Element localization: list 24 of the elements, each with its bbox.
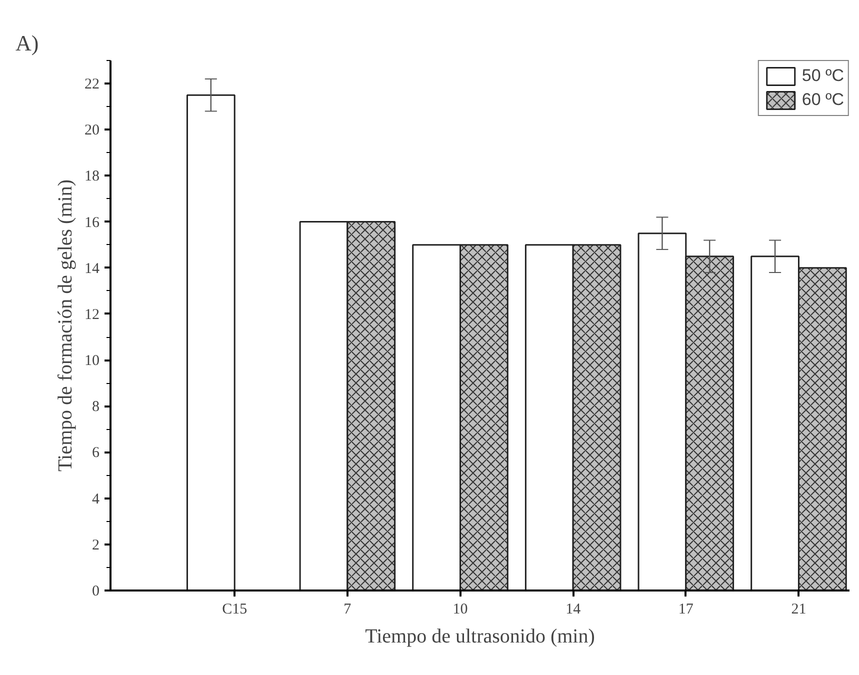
x-tick-label: 21 <box>791 602 806 618</box>
x-tick-label: 7 <box>344 602 352 618</box>
y-tick-label: 12 <box>84 306 100 323</box>
x-tick-label: 14 <box>566 602 582 618</box>
y-tick-label: 4 <box>92 491 100 508</box>
legend-label: 50 ºC <box>802 66 844 86</box>
y-tick-label: 2 <box>92 537 100 554</box>
y-tick-label: 20 <box>84 122 100 139</box>
x-tick-label: 10 <box>452 602 468 618</box>
y-tick-label: 18 <box>84 168 100 185</box>
legend-label: 60 ºC <box>802 90 844 110</box>
y-tick-label: 10 <box>84 353 100 370</box>
y-tick-label: 6 <box>92 445 100 462</box>
y-tick-label: 16 <box>84 214 100 231</box>
y-tick-label: 0 <box>92 584 100 600</box>
x-axis-title: Tiempo de ultrasonido (min) <box>365 626 595 648</box>
text: A) <box>16 30 39 56</box>
bar <box>186 94 236 590</box>
y-tick-label: 8 <box>92 399 100 416</box>
y-tick-label: 22 <box>84 76 100 93</box>
x-tick-label: C15 <box>222 602 248 618</box>
y-tick-label: 14 <box>84 260 100 277</box>
y-axis-title: Tiempo de formación de geles (min) <box>54 180 76 472</box>
x-tick-label: 17 <box>678 602 694 618</box>
